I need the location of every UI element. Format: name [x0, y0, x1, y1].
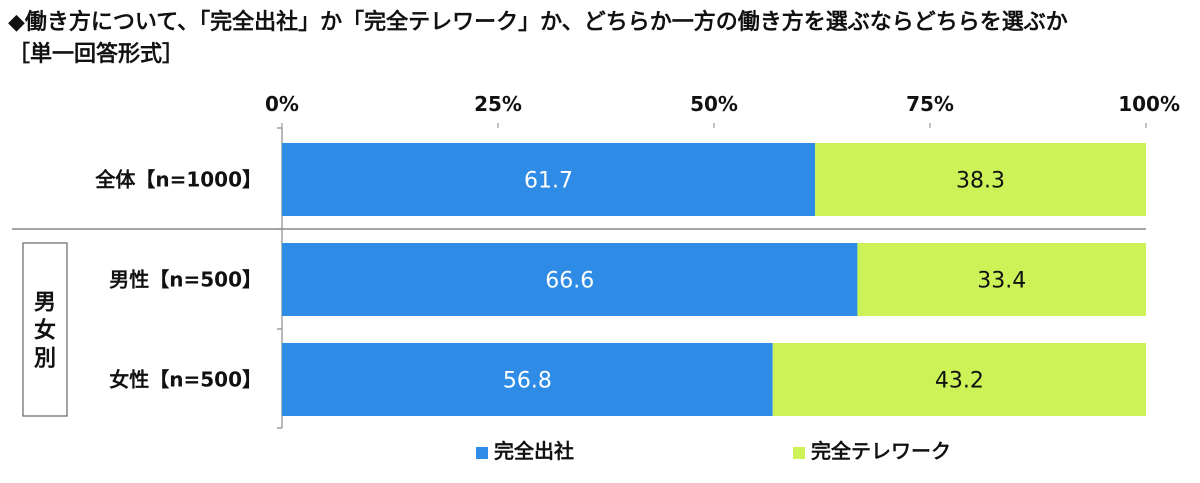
category-label: 全体【n=1000】: [94, 168, 262, 192]
bar-segment: [772, 343, 1146, 416]
x-tick-label: 75%: [906, 92, 954, 116]
group-label-char: 別: [34, 347, 56, 372]
category-label: 男性【n=500】: [109, 268, 262, 292]
chart-title: ◆働き方について、「完全出社」か「完全テレワーク」か、どちらか一方の働き方を選ぶ…: [8, 10, 1068, 35]
bar-segment: [857, 243, 1146, 316]
bar-segment: [282, 243, 858, 316]
data-label: 66.6: [545, 269, 594, 294]
x-tick-label: 0%: [265, 92, 299, 116]
group-label-char: 女: [34, 318, 56, 344]
bar-segment: [815, 143, 1146, 216]
legend-label: 完全テレワーク: [811, 439, 951, 463]
category-label: 女性【n=500】: [109, 368, 262, 392]
chart-subtitle: ［単一回答形式］: [8, 42, 185, 67]
data-label: 56.8: [503, 369, 552, 394]
x-tick-label: 25%: [474, 92, 522, 116]
legend-swatch: [793, 447, 805, 459]
data-label: 38.3: [956, 169, 1005, 194]
bar-segment: [282, 143, 816, 216]
data-label: 61.7: [524, 169, 573, 194]
x-tick-label: 50%: [690, 92, 738, 116]
legend-label: 完全出社: [494, 439, 574, 463]
bar-segment: [282, 343, 773, 416]
legend-swatch: [476, 447, 488, 459]
data-label: 33.4: [977, 269, 1026, 294]
group-box: [22, 242, 68, 417]
group-label-char: 男: [34, 291, 56, 316]
x-tick-label: 100%: [1118, 92, 1180, 116]
data-label: 43.2: [935, 369, 984, 394]
